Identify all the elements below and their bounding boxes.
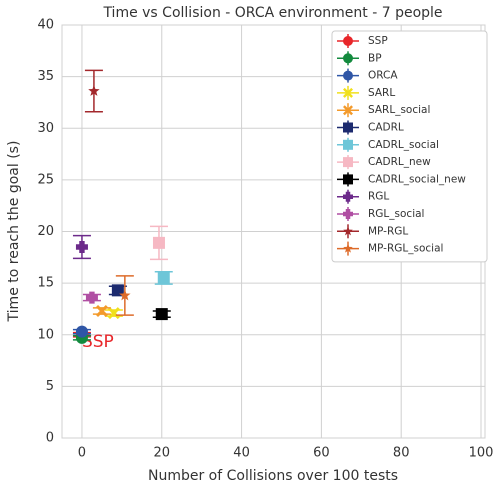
x-tick-label: 80 bbox=[393, 446, 410, 461]
marker bbox=[75, 325, 88, 338]
legend-label: MP-RGL bbox=[368, 225, 408, 237]
chart-title: Time vs Collision - ORCA environment - 7… bbox=[102, 5, 442, 21]
y-tick-label: 15 bbox=[37, 276, 54, 291]
y-tick-label: 5 bbox=[46, 379, 54, 394]
marker bbox=[343, 70, 353, 81]
legend-label: BP bbox=[368, 52, 382, 64]
marker bbox=[343, 53, 353, 64]
y-tick-label: 20 bbox=[37, 224, 54, 239]
marker bbox=[343, 105, 353, 116]
marker bbox=[343, 226, 353, 236]
marker bbox=[75, 240, 88, 253]
marker bbox=[343, 174, 353, 185]
x-tick-label: 60 bbox=[313, 446, 330, 461]
legend-label: SARL_social bbox=[368, 104, 430, 116]
marker bbox=[343, 191, 353, 202]
legend-label: ORCA bbox=[368, 70, 398, 82]
y-axis-label: Time to reach the goal (s) bbox=[6, 141, 22, 323]
marker bbox=[343, 243, 353, 253]
legend-label: SARL bbox=[368, 87, 395, 99]
marker bbox=[85, 291, 98, 304]
marker bbox=[343, 139, 353, 150]
marker bbox=[107, 307, 120, 320]
marker bbox=[119, 289, 131, 301]
y-tick-label: 30 bbox=[37, 121, 54, 136]
legend-label: CADRL_new bbox=[368, 156, 431, 168]
y-tick-label: 40 bbox=[37, 18, 54, 33]
marker bbox=[343, 209, 353, 219]
marker bbox=[157, 271, 170, 284]
annotation: SSP bbox=[82, 332, 114, 352]
legend-label: RGL bbox=[368, 191, 389, 203]
x-tick-label: 40 bbox=[233, 446, 250, 461]
x-axis-label: Number of Collisions over 100 tests bbox=[148, 468, 398, 484]
legend-label: MP-RGL_social bbox=[368, 243, 443, 255]
y-tick-label: 0 bbox=[46, 431, 54, 446]
y-tick-label: 10 bbox=[37, 327, 54, 342]
marker bbox=[88, 85, 100, 96]
marker bbox=[95, 305, 108, 318]
marker bbox=[343, 122, 353, 133]
marker bbox=[155, 308, 168, 321]
marker bbox=[152, 236, 165, 249]
legend-box bbox=[331, 30, 488, 263]
marker bbox=[343, 157, 353, 168]
legend-label: RGL_social bbox=[368, 208, 424, 220]
legend-label: SSP bbox=[368, 35, 388, 47]
x-tick-label: 0 bbox=[78, 446, 86, 461]
y-tick-label: 25 bbox=[37, 172, 54, 187]
marker bbox=[111, 284, 124, 297]
marker bbox=[343, 36, 353, 46]
legend-label: CADRL_social_new bbox=[368, 173, 466, 185]
y-tick-label: 35 bbox=[37, 69, 54, 84]
legend-label: CADRL_social bbox=[368, 139, 439, 151]
marker bbox=[343, 87, 353, 98]
x-tick-label: 20 bbox=[153, 446, 170, 461]
legend-label: CADRL bbox=[368, 122, 404, 134]
x-tick-label: 100 bbox=[469, 446, 494, 461]
